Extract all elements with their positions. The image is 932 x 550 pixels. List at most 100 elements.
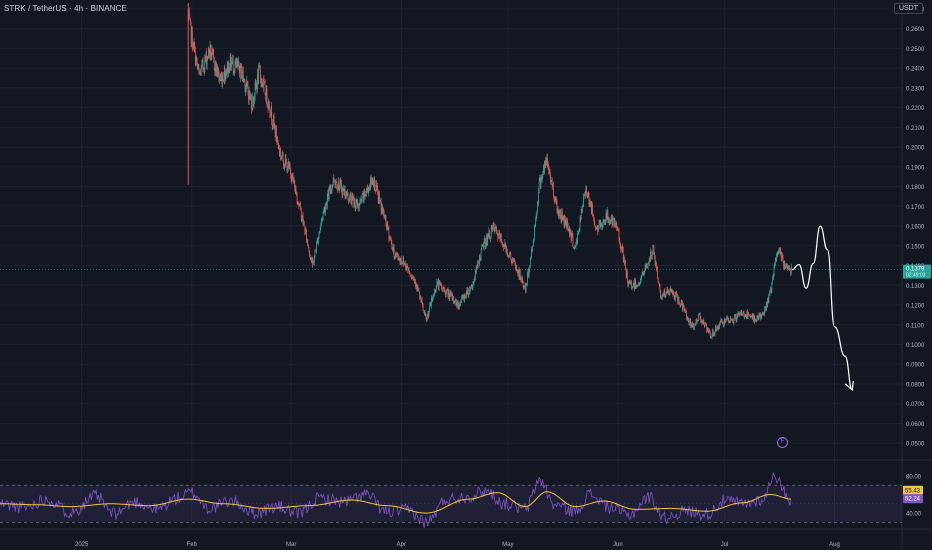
candle-body <box>705 322 706 325</box>
candle-body <box>652 247 654 255</box>
candle-body <box>383 212 385 218</box>
candle-body <box>649 259 651 262</box>
candle-body <box>234 70 235 73</box>
candle-body <box>576 240 578 243</box>
candle-body <box>619 238 621 244</box>
candle-body <box>189 13 190 19</box>
candle-body <box>484 237 486 242</box>
candle-body <box>744 316 746 317</box>
candle-body <box>325 203 327 207</box>
candle-body <box>579 217 581 229</box>
candle-body <box>281 156 283 158</box>
candle-body <box>610 220 612 222</box>
candle-body <box>266 88 268 105</box>
candle-body <box>360 199 362 201</box>
candle-body <box>231 61 233 63</box>
candle-body <box>492 227 493 230</box>
candle-body <box>720 319 722 321</box>
candle-body <box>399 258 400 261</box>
candle-body <box>687 318 689 321</box>
candle-body <box>605 222 606 225</box>
candle-body <box>561 211 563 222</box>
candle-body <box>560 209 561 219</box>
candle-body <box>325 206 326 213</box>
candle-body <box>417 285 419 291</box>
last-price-countdown: 02:49:03 <box>906 273 926 279</box>
candle-body <box>551 180 552 181</box>
candle-body <box>245 85 247 88</box>
candle-body <box>608 217 609 220</box>
candle-body <box>343 188 345 195</box>
candle-body <box>643 274 644 276</box>
quote-currency-button[interactable]: USDT <box>893 3 923 14</box>
candle-body <box>381 205 383 213</box>
candle-body <box>410 276 412 278</box>
candle-body <box>751 315 753 319</box>
candle-body <box>371 178 373 185</box>
candle-body <box>676 293 677 297</box>
candle-body <box>263 80 265 82</box>
candle-body <box>559 209 561 214</box>
candle-body <box>216 67 217 73</box>
candle-body <box>708 330 710 332</box>
candle-body <box>581 209 583 213</box>
candle-body <box>627 271 628 284</box>
candle-body <box>762 313 764 314</box>
candle-body <box>669 293 670 295</box>
candle-body <box>338 180 340 191</box>
candle-body <box>245 87 246 91</box>
candle-body <box>220 77 222 81</box>
candle-body <box>645 264 647 268</box>
candle-body <box>441 287 443 289</box>
candle-body <box>285 157 287 163</box>
candle-body <box>344 189 346 198</box>
candle-body <box>727 318 729 320</box>
candle-body <box>777 252 779 254</box>
candle-body <box>535 215 537 218</box>
candle-body <box>272 125 274 127</box>
candle-body <box>749 315 751 317</box>
candle-body <box>377 191 379 201</box>
candle-body <box>651 254 653 258</box>
candle-body <box>348 200 350 202</box>
candle-body <box>287 162 289 170</box>
candle-body <box>364 189 365 196</box>
candle-body <box>363 194 364 200</box>
candle-body <box>384 216 386 218</box>
candle-body <box>634 280 636 289</box>
candle-body <box>312 261 314 266</box>
candle-body <box>297 203 299 205</box>
candle-body <box>695 323 696 325</box>
candle-body <box>484 237 486 248</box>
candle-body <box>471 286 473 287</box>
candle-body <box>702 320 704 323</box>
candle-body <box>295 187 297 195</box>
candle-body <box>740 310 742 314</box>
candle-body <box>708 330 709 333</box>
candle-body <box>788 267 790 269</box>
candle-body <box>478 262 480 266</box>
candle-body <box>596 227 598 230</box>
price-tick-label: 0.1000 <box>906 343 925 349</box>
candle-body <box>709 332 711 337</box>
candle-body <box>534 227 535 241</box>
candle-body <box>737 313 739 317</box>
candle-body <box>509 253 510 257</box>
event-marker-icon[interactable]: F <box>777 437 788 448</box>
candle-body <box>500 235 502 240</box>
candle-body <box>707 329 709 333</box>
candle-body <box>235 60 236 66</box>
candle-body <box>569 229 571 235</box>
candle-body <box>239 63 241 78</box>
candle-body <box>441 284 442 288</box>
candle-body <box>492 223 494 230</box>
candle-body <box>320 223 322 228</box>
candle-body <box>520 277 522 281</box>
candle-body <box>562 217 564 219</box>
candle-body <box>570 233 572 240</box>
candle-body <box>644 270 645 274</box>
candle-body <box>528 269 530 276</box>
candle-body <box>234 65 236 71</box>
candle-body <box>316 242 317 251</box>
